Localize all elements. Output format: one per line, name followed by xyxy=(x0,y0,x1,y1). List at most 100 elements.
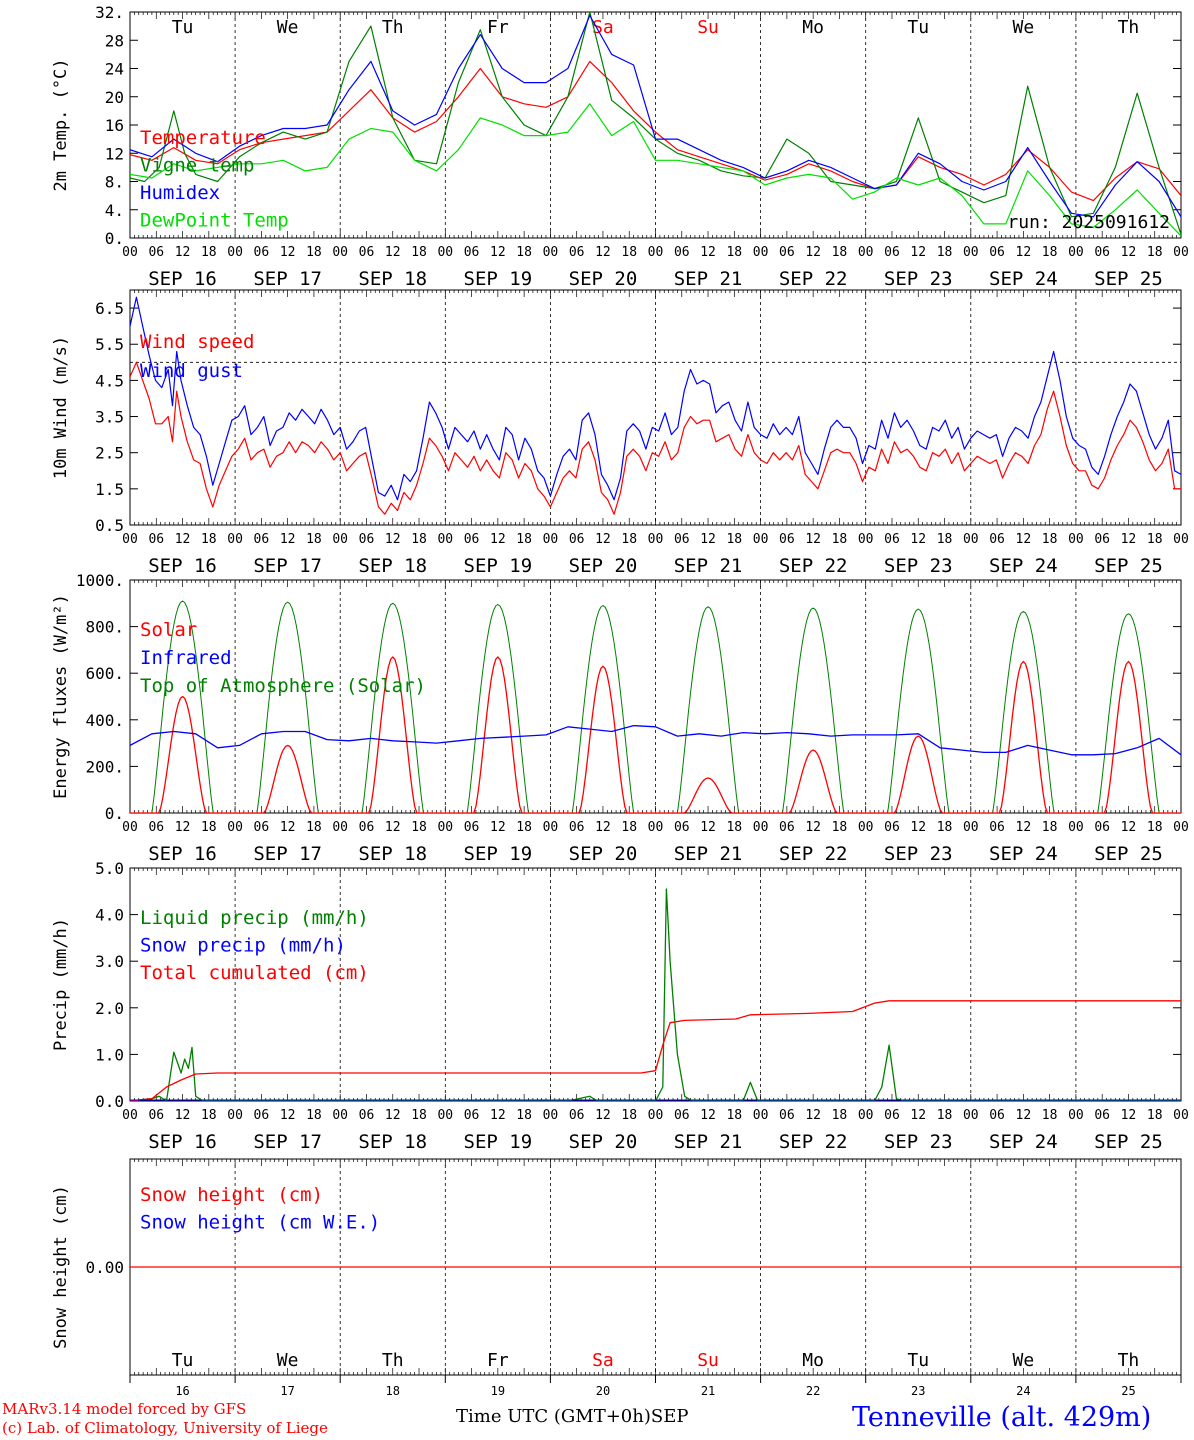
weekday-label: Mo xyxy=(802,1350,824,1371)
x-date-label: SEP 24 xyxy=(989,555,1058,577)
series-wind-speed xyxy=(130,361,1181,515)
x-hour-label: 06 xyxy=(359,245,375,260)
x-date-label: SEP 18 xyxy=(358,268,427,290)
model-line-1: MARv3.14 model forced by GFS xyxy=(2,1400,247,1418)
weekday-label: Fr xyxy=(487,1350,509,1371)
y-tick-label: 3.5 xyxy=(95,408,124,427)
x-date-label: SEP 20 xyxy=(569,555,638,577)
series-group xyxy=(130,12,1181,237)
x-hour-label: 00 xyxy=(437,532,453,547)
y-tick-label: 1.0 xyxy=(95,1045,124,1064)
y-axis-label: Snow height (cm) xyxy=(51,1185,71,1349)
series-dewpoint-temp xyxy=(130,103,1181,237)
x-date-label: SEP 19 xyxy=(464,843,533,865)
x-date-label: SEP 22 xyxy=(779,268,848,290)
x-hour-label: 18 xyxy=(1147,532,1163,547)
series-infrared xyxy=(130,724,1181,756)
day-number-label: 25 xyxy=(1121,1384,1135,1398)
x-hour-label: 00 xyxy=(753,532,769,547)
x-hour-label: 12 xyxy=(910,820,926,835)
x-hour-label: 06 xyxy=(884,532,900,547)
x-hour-label: 18 xyxy=(1042,245,1058,260)
x-hour-label: 00 xyxy=(858,1108,874,1123)
x-date-label: SEP 25 xyxy=(1094,843,1163,865)
y-tick-label: 0.0 xyxy=(95,1092,124,1111)
x-hour-label: 00 xyxy=(753,820,769,835)
x-hour-label: 18 xyxy=(306,245,322,260)
x-hour-label: 18 xyxy=(832,820,848,835)
x-date-label: SEP 25 xyxy=(1094,555,1163,577)
legend-entry: Temperature xyxy=(140,127,266,149)
x-hour-label: 18 xyxy=(411,820,427,835)
x-date-label: SEP 24 xyxy=(989,843,1058,865)
series-group xyxy=(130,600,1181,813)
x-hour-label: 06 xyxy=(674,1108,690,1123)
model-credit: MARv3.14 model forced by GFS (c) Lab. of… xyxy=(2,1400,328,1438)
model-line-2: (c) Lab. of Climatology, University of L… xyxy=(2,1419,328,1437)
series-total-cumulated-cm- xyxy=(130,1000,1181,1101)
weekday-label: Tu xyxy=(907,1350,929,1371)
weekday-label: We xyxy=(277,1350,299,1371)
x-hour-label: 12 xyxy=(280,245,296,260)
x-hour-label: 06 xyxy=(884,245,900,260)
x-hour-label: 12 xyxy=(385,820,401,835)
x-date-label: SEP 21 xyxy=(674,843,743,865)
x-date-label: SEP 16 xyxy=(148,268,217,290)
x-date-label: SEP 17 xyxy=(253,843,322,865)
x-date-label: SEP 21 xyxy=(674,1131,743,1153)
x-hour-label: 18 xyxy=(201,245,217,260)
y-tick-label: 2.5 xyxy=(95,444,124,463)
y-tick-label: 0. xyxy=(105,229,124,248)
x-hour-label: 06 xyxy=(674,532,690,547)
x-hour-label: 18 xyxy=(201,532,217,547)
x-hour-label: 12 xyxy=(490,820,506,835)
x-hour-label: 18 xyxy=(411,1108,427,1123)
legend-entry: Snow precip (mm/h) xyxy=(140,935,346,957)
panel-snow: 0.00 Snow height (cm) Tu We Th Fr Sa Su Mo Tu We Th… xyxy=(51,1158,1182,1398)
weekday-label: Fr xyxy=(487,17,509,38)
y-tick-label: 800. xyxy=(85,618,124,637)
y-tick-label: 24 xyxy=(105,60,124,79)
weekday-label: Sa xyxy=(592,1350,614,1371)
x-hour-label: 00 xyxy=(858,532,874,547)
x-hour-label: 12 xyxy=(700,1108,716,1123)
x-hour-label: 18 xyxy=(516,532,532,547)
x-hour-label: 00 xyxy=(437,1108,453,1123)
x-hour-label: 18 xyxy=(832,245,848,260)
x-hour-label: 18 xyxy=(937,245,953,260)
x-hour-label: 06 xyxy=(148,532,164,547)
x-hour-label: 06 xyxy=(359,820,375,835)
legend-entry: Wind gust xyxy=(140,360,243,382)
x-hour-label: 12 xyxy=(280,532,296,547)
x-hour-label: 06 xyxy=(779,532,795,547)
panel-precip: 0.0 1.0 2.0 3.0 4.0 5.0 Precip (mm/h) 00 06 12 18 S… xyxy=(51,859,1189,1153)
x-date-label: SEP 19 xyxy=(464,268,533,290)
x-hour-label: 12 xyxy=(1016,820,1032,835)
x-axis-label: Time UTC (GMT+0h)SEP xyxy=(456,1406,688,1427)
x-hour-label: 12 xyxy=(805,820,821,835)
x-hour-label: 06 xyxy=(779,820,795,835)
y-tick-label: 16 xyxy=(105,116,124,135)
y-tick-label: 0.00 xyxy=(85,1258,124,1277)
y-tick-label: 20 xyxy=(105,88,124,107)
day-number-label: 24 xyxy=(1016,1384,1030,1398)
y-tick-label: 2.0 xyxy=(95,999,124,1018)
x-date-label: SEP 17 xyxy=(253,1131,322,1153)
x-hour-label: 00 xyxy=(753,245,769,260)
x-hour-label: 18 xyxy=(726,820,742,835)
x-hour-label: 12 xyxy=(595,820,611,835)
x-hour-label: 12 xyxy=(1016,1108,1032,1123)
x-date-label: SEP 21 xyxy=(674,555,743,577)
day-number-label: 16 xyxy=(175,1384,189,1398)
x-hour-label: 06 xyxy=(674,820,690,835)
month-label: SEP xyxy=(650,1406,689,1427)
x-hour-label: 00 xyxy=(753,1108,769,1123)
x-hour-label: 06 xyxy=(569,1108,585,1123)
x-date-label: SEP 25 xyxy=(1094,1131,1163,1153)
day-number-label: 23 xyxy=(911,1384,925,1398)
x-hour-label: 18 xyxy=(306,532,322,547)
weekday-label: Th xyxy=(1118,1350,1140,1371)
x-hour-label: 18 xyxy=(516,245,532,260)
weekday-label: We xyxy=(1013,17,1035,38)
x-hour-label: 06 xyxy=(989,532,1005,547)
